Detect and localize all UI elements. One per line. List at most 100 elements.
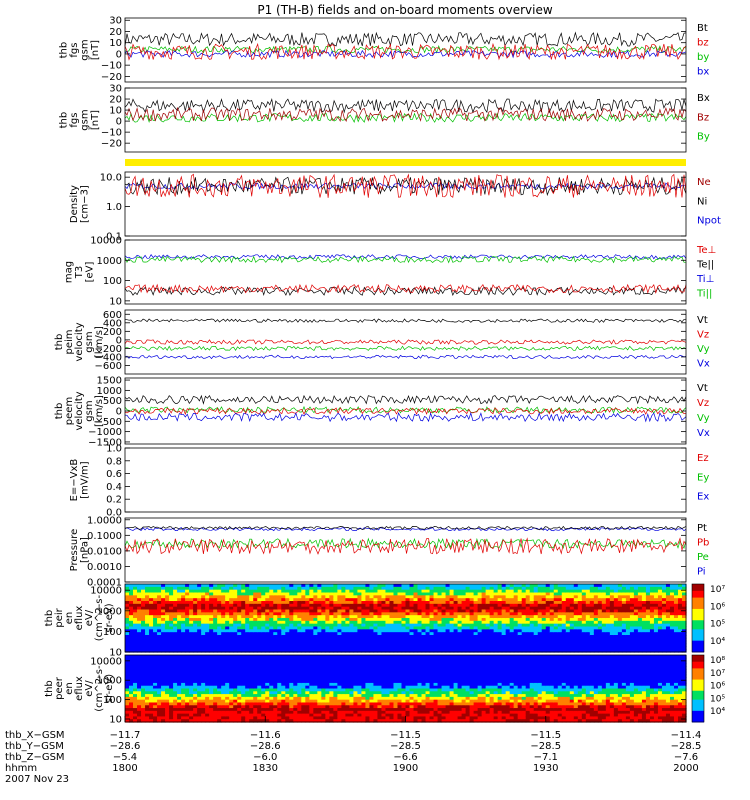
x-tick-label-t: 1830 bbox=[253, 763, 278, 774]
colorbar-tick-label: 10⁶ bbox=[710, 682, 725, 692]
series-line-ti bbox=[124, 254, 687, 260]
y-tick-label: 0.0100 bbox=[87, 546, 122, 557]
legend-entry: Ex bbox=[697, 492, 709, 503]
y-tick-label: 30 bbox=[109, 16, 122, 27]
y-tick-label: 1000 bbox=[97, 386, 122, 397]
series-line-vx bbox=[124, 411, 687, 423]
y-label-line: gsm bbox=[84, 331, 95, 352]
x-tick-label-x: −11.5 bbox=[390, 730, 421, 741]
y-axis-label: mag T3 [eV] bbox=[64, 261, 96, 283]
legend-entry: Te|| bbox=[696, 260, 714, 271]
y-tick-label: −1500 bbox=[88, 437, 122, 448]
y-tick-label: 1.0 bbox=[106, 444, 122, 455]
panel-pressure: 1.0000 0.1000 0.0100 0.0010 0.0001 Pressure [n… bbox=[69, 515, 710, 588]
panel-frame bbox=[124, 583, 687, 653]
legend-entry: Pb bbox=[697, 538, 709, 549]
y-axis-label: thb peem velocity gsm [km/s] bbox=[54, 391, 105, 430]
legend-entry: Vx bbox=[697, 359, 710, 370]
y-label-line: thb bbox=[58, 112, 69, 129]
series-line-vy bbox=[124, 345, 687, 352]
y-tick-label: 0.0010 bbox=[87, 562, 122, 573]
x-tick-label-x: −11.4 bbox=[671, 730, 702, 741]
series-line-ni bbox=[124, 176, 687, 197]
y-label-line: [nT] bbox=[90, 110, 101, 130]
panel-frame bbox=[124, 17, 687, 83]
x-tick-label-z: −5.4 bbox=[113, 752, 137, 763]
colorbar-tick-label: 10⁵ bbox=[710, 694, 725, 704]
series-line-bx bbox=[124, 97, 687, 114]
y-tick-label: 1000 bbox=[97, 256, 122, 267]
y-tick-label: 0 bbox=[116, 407, 122, 418]
colorbar-peer-spectrogram: 10⁸ 10⁷ 10⁶ 10⁵ 10⁴ bbox=[691, 654, 725, 723]
x-axis-row-label: thb_Z−GSM bbox=[5, 752, 65, 763]
series-line-te bbox=[124, 286, 687, 297]
y-label-line: mag bbox=[64, 261, 75, 283]
y-label-line: [nT] bbox=[90, 40, 101, 60]
y-tick-label: −500 bbox=[95, 417, 122, 428]
x-tick-label-x: −11.6 bbox=[250, 730, 281, 741]
y-label-line: fgs bbox=[69, 43, 80, 58]
series-line-by bbox=[124, 45, 687, 54]
y-label-line: gsm bbox=[84, 400, 95, 421]
legend-entry: Vt bbox=[697, 315, 708, 326]
y-tick-label: 100 bbox=[103, 627, 122, 638]
y-axis-label: thb peim velocity gsm [km/s] bbox=[54, 322, 105, 361]
y-label-line: velocity bbox=[74, 322, 85, 361]
y-tick-label: 0.6 bbox=[106, 469, 122, 480]
spectrogram-peer-spectrogram bbox=[125, 655, 687, 723]
colorbar-tick-label: 10⁷ bbox=[710, 669, 725, 679]
y-tick-label: 10000 bbox=[90, 656, 122, 667]
panel-frame bbox=[124, 447, 687, 513]
legend-entry: bz bbox=[697, 38, 709, 49]
y-label-line: thb bbox=[54, 334, 65, 351]
x-axis-group: −11.7−28.6−5.41800−11.6−28.6−6.01830−11.… bbox=[5, 716, 701, 785]
x-tick-label-z: −7.6 bbox=[674, 752, 698, 763]
y-tick-label: 0 bbox=[116, 49, 122, 60]
x-axis-row-label: thb_X−GSM bbox=[5, 730, 65, 741]
legend-entry: Pi bbox=[697, 567, 706, 578]
yellow-flag-bar bbox=[125, 159, 686, 166]
series-line-pt bbox=[124, 525, 687, 530]
series-line-ti bbox=[124, 255, 687, 264]
y-tick-label: −400 bbox=[95, 352, 122, 363]
y-tick-label: 0 bbox=[116, 117, 122, 128]
x-tick-label-y: −28.6 bbox=[250, 741, 281, 752]
y-tick-label: 0.8 bbox=[106, 456, 122, 467]
series-line-vz bbox=[124, 339, 687, 345]
series-line-by bbox=[124, 112, 687, 124]
y-tick-label: 100 bbox=[103, 276, 122, 287]
y-label-line: fgs bbox=[69, 113, 80, 128]
y-label-line: eV/ bbox=[84, 680, 95, 697]
y-label-line: en bbox=[64, 682, 75, 695]
x-axis-row-label: 2007 Nov 23 bbox=[5, 774, 69, 785]
y-tick-label: 20 bbox=[109, 95, 122, 106]
y-tick-label: −10 bbox=[101, 61, 122, 72]
y-label-line: (cm^2-s- bbox=[94, 665, 105, 712]
legend-entry: bx bbox=[697, 67, 709, 78]
y-tick-label: 400 bbox=[103, 318, 122, 329]
y-label-line: peim bbox=[64, 329, 75, 354]
y-tick-label: 100 bbox=[103, 695, 122, 706]
x-axis-row-label: thb_Y−GSM bbox=[5, 741, 64, 752]
y-label-line: thb bbox=[58, 42, 69, 59]
x-axis-row-label: hhmm bbox=[5, 763, 37, 774]
y-label-line: sr-eV) bbox=[104, 674, 115, 703]
y-tick-label: 0.2 bbox=[106, 495, 122, 506]
y-tick-label: 500 bbox=[103, 396, 122, 407]
x-tick-label-x: −11.7 bbox=[110, 730, 141, 741]
x-tick-label-t: 1800 bbox=[112, 763, 137, 774]
legend-entry: Ey bbox=[697, 472, 709, 483]
panel-frame bbox=[124, 87, 687, 153]
panel-e-vxb: 1.00.8 0.6 0.4 0.2 0.0 E=−VxB [mV/m] Ez Ey Ex bbox=[69, 444, 710, 519]
colorbar-tick-label: 10⁷ bbox=[710, 585, 725, 595]
panel-frame bbox=[124, 309, 687, 375]
y-label-line: T3 bbox=[74, 266, 85, 279]
legend-entry: Pt bbox=[697, 523, 707, 534]
